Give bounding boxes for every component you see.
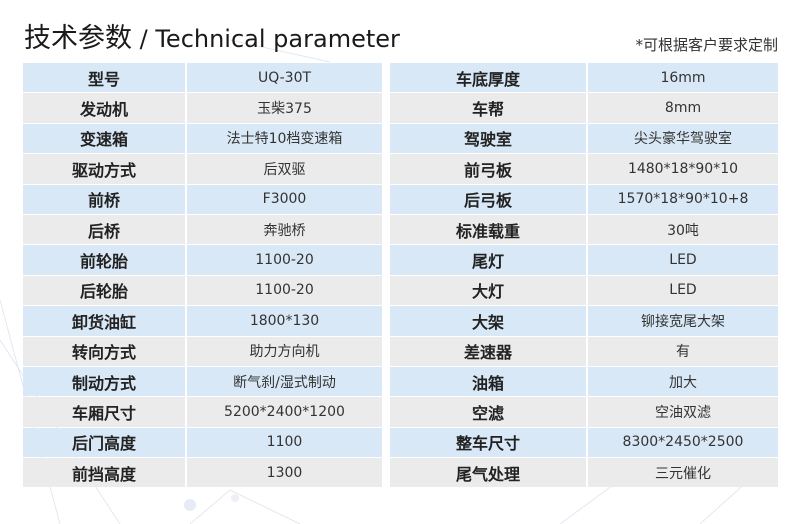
title-separator: / [132,25,156,53]
param-name: 车厢尺寸 [23,397,185,427]
param-name: 发动机 [23,93,185,123]
param-value: 1100-20 [187,275,382,306]
table-row: 标准载重 30吨 [390,214,778,245]
table-row: 驱动方式 后双驱 [23,154,382,184]
param-name: 油箱 [390,366,586,397]
param-name: 尾气处理 [390,458,586,488]
param-value: 加大 [588,366,778,397]
param-value: 8300*2450*2500 [588,427,778,458]
param-value: 16mm [588,63,778,93]
title-cn: 技术参数 [24,23,132,54]
param-name: 前桥 [23,184,185,214]
page-title: 技术参数 / Technical parameter [24,16,400,55]
table-row: 油箱 加大 [390,366,778,397]
table-row: 发动机 玉柴375 [23,93,382,123]
table-row: 差速器有 [390,336,778,366]
table-row: 前挡高度 1300 [23,458,382,488]
table-row: 后桥 奔驰桥 [23,214,382,245]
param-name: 型号 [23,63,185,93]
param-name: 差速器 [390,336,586,366]
param-name: 后轮胎 [23,275,185,306]
param-value: LED [588,245,778,275]
param-name: 前轮胎 [23,245,185,275]
table-row: 车帮 8mm [390,93,778,123]
param-name: 卸货油缸 [23,306,185,336]
param-value: 1300 [187,458,382,488]
table-row: 空滤 空油双滤 [390,397,778,427]
param-name: 前弓板 [390,154,586,184]
table-row: 车厢尺寸 5200*2400*1200 [23,397,382,427]
param-value: 有 [588,336,778,366]
param-value: 1570*18*90*10+8 [588,184,778,214]
table-row: 大灯 LED [390,275,778,306]
param-name: 转向方式 [23,336,185,366]
param-value: 1100-20 [187,245,382,275]
param-name: 大灯 [390,275,586,306]
param-value: 5200*2400*1200 [187,397,382,427]
param-value: 助力方向机 [187,336,382,366]
title-en: Technical parameter [155,25,400,53]
param-value: 铆接宽尾大架 [588,306,778,336]
param-name: 标准载重 [390,214,586,245]
customization-note: *可根据客户要求定制 [635,36,778,54]
param-name: 车帮 [390,93,586,123]
param-name: 驾驶室 [390,123,586,154]
param-value: 8mm [588,93,778,123]
param-value: 尖头豪华驾驶室 [588,123,778,154]
param-value: 法士特10档变速箱 [187,123,382,154]
table-row: 后门高度 1100 [23,427,382,458]
table-row: 车底厚度 16mm [390,63,778,93]
table-row: 后轮胎 1100-20 [23,275,382,306]
table-row: 前桥 F3000 [23,184,382,214]
table-row: 转向方式 助力方向机 [23,336,382,366]
table-row: 型号 UQ-30T [23,63,382,93]
param-name: 尾灯 [390,245,586,275]
table-row: 大架 铆接宽尾大架 [390,306,778,336]
param-name: 后弓板 [390,184,586,214]
table-row: 前轮胎 1100-20 [23,245,382,275]
param-name: 制动方式 [23,366,185,397]
param-name: 大架 [390,306,586,336]
param-value: 后双驱 [187,154,382,184]
param-value: 奔驰桥 [187,214,382,245]
table-row: 尾气处理 三元催化 [390,458,778,488]
table-row: 整车尺寸 8300*2450*2500 [390,427,778,458]
table-row: 变速箱 法士特10档变速箱 [23,123,382,154]
spec-table-left: 型号 UQ-30T 发动机 玉柴375 变速箱 法士特10档变速箱 驱动方式 后双驱 前桥 F30… [21,62,384,488]
param-name: 前挡高度 [23,458,185,488]
param-value: 1480*18*90*10 [588,154,778,184]
param-name: 车底厚度 [390,63,586,93]
param-name: 变速箱 [23,123,185,154]
spec-table-right: 车底厚度 16mm 车帮 8mm 驾驶室 尖头豪华驾驶室 前弓板 1480*18*90*10 后… [388,62,780,488]
table-row: 制动方式 断气刹/湿式制动 [23,366,382,397]
table-row: 驾驶室 尖头豪华驾驶室 [390,123,778,154]
param-value: UQ-30T [187,63,382,93]
param-value: 空油双滤 [588,397,778,427]
param-value: LED [588,275,778,306]
param-value: F3000 [187,184,382,214]
param-value: 三元催化 [588,458,778,488]
param-value: 30吨 [588,214,778,245]
table-row: 卸货油缸 1800*130 [23,306,382,336]
param-name: 整车尺寸 [390,427,586,458]
param-value: 断气刹/湿式制动 [187,366,382,397]
param-name: 驱动方式 [23,154,185,184]
param-name: 后门高度 [23,427,185,458]
param-name: 后桥 [23,214,185,245]
table-row: 后弓板 1570*18*90*10+8 [390,184,778,214]
param-value: 1100 [187,427,382,458]
param-value: 玉柴375 [187,93,382,123]
param-name: 空滤 [390,397,586,427]
param-value: 1800*130 [187,306,382,336]
table-row: 尾灯 LED [390,245,778,275]
table-row: 前弓板 1480*18*90*10 [390,154,778,184]
